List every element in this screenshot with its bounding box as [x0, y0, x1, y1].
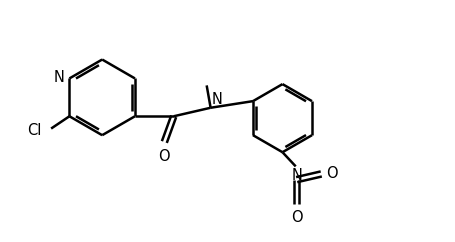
Text: O: O [326, 166, 338, 181]
Text: O: O [291, 210, 303, 225]
Text: N: N [291, 168, 302, 183]
Text: N: N [54, 70, 65, 85]
Text: Cl: Cl [27, 123, 42, 138]
Text: O: O [158, 149, 170, 164]
Text: N: N [212, 92, 222, 107]
